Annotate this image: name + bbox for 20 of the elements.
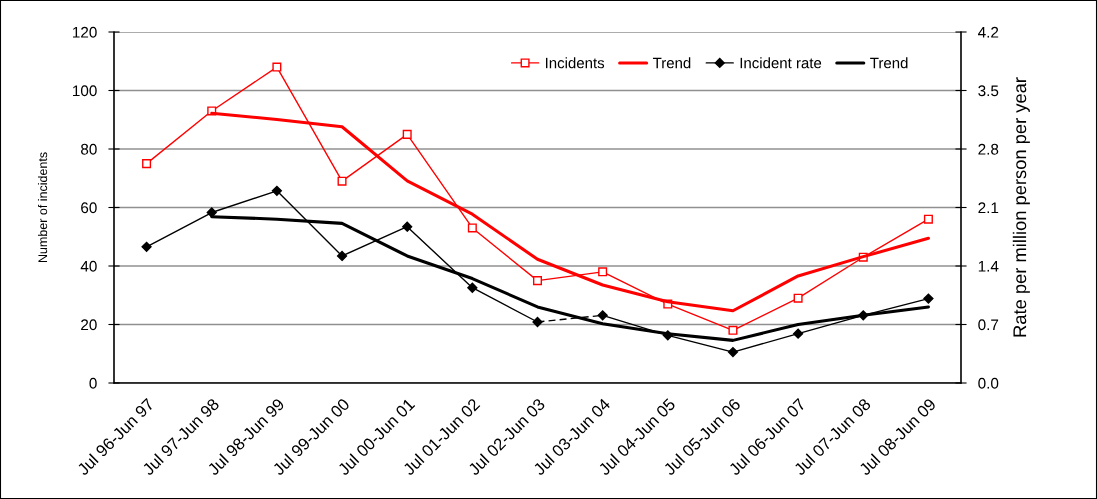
y2-tick-label: 4.2 [978,26,999,38]
y-tick-label: 20 [81,319,97,331]
y-tick-label: 120 [73,26,97,38]
y2-tick-label: 3.5 [978,85,999,97]
legend-label: Trend [652,57,691,69]
y-tick-label: 60 [81,202,97,214]
legend-label: Incidents [545,57,605,69]
y2-axis-title: Rate per million person per year [1012,77,1030,337]
y2-tick-label: 2.8 [978,143,999,155]
y2-tick-label: 2.1 [978,202,999,214]
y-tick-label: 40 [80,260,97,272]
y-tick-label: 100 [73,85,97,97]
y-axis-title: Number of incidents [37,152,48,263]
y2-tick-label: 1.4 [978,261,999,272]
y2-tick-label: 0.0 [978,377,999,389]
y-tick-label: 80 [81,143,97,155]
legend-label: Trend [870,57,908,69]
y-tick-label: 0 [89,377,97,389]
y2-tick-label: 0.7 [978,319,999,331]
legend-label: Incident rate [740,57,822,69]
